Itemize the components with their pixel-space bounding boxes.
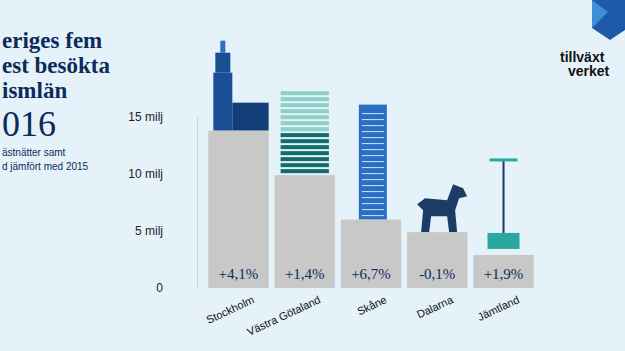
subtitle: ästnätter samt d jämfört med 2015 xyxy=(2,147,89,172)
decoration xyxy=(281,109,329,113)
bar xyxy=(341,220,401,288)
decoration xyxy=(281,121,329,125)
decoration xyxy=(281,115,329,119)
change-labels: +4,1% +1,4% +6,7% -0,1% +1,9% xyxy=(219,266,524,282)
x-tick-label: Jämtland xyxy=(476,293,522,323)
title-line: eriges fem xyxy=(2,28,102,53)
decoration xyxy=(362,215,384,216)
chart: eriges femest besöktaismlän016 ästnätter … xyxy=(0,0,625,351)
bars xyxy=(208,131,533,288)
decoration xyxy=(362,143,384,144)
decoration xyxy=(362,191,384,192)
y-tick-label: 10 milj xyxy=(128,167,163,181)
decoration xyxy=(220,41,225,53)
decoration xyxy=(362,185,384,186)
decoration xyxy=(417,184,467,232)
logo-shape xyxy=(592,0,625,40)
decoration xyxy=(362,149,384,150)
decoration xyxy=(362,119,384,120)
decoration xyxy=(362,209,384,210)
decoration xyxy=(215,53,230,73)
change-label: +1,9% xyxy=(484,266,524,282)
subtitle-line: ästnätter samt xyxy=(2,147,66,158)
logo-text-line: verket xyxy=(568,63,610,79)
decoration xyxy=(359,105,387,220)
decoration xyxy=(503,160,505,235)
y-tick-label: 0 xyxy=(156,281,163,295)
decoration xyxy=(281,139,329,143)
change-label: +4,1% xyxy=(219,266,259,282)
bar xyxy=(407,232,467,288)
decoration xyxy=(362,125,384,126)
x-tick-label: Västra Götaland xyxy=(245,293,322,337)
bar xyxy=(208,131,268,288)
decoration xyxy=(362,179,384,180)
decoration xyxy=(281,127,329,131)
x-tick: Dalarna xyxy=(415,288,456,320)
logo: tillväxtverket xyxy=(560,0,625,79)
y-tick: 5 milj xyxy=(135,224,197,238)
x-tick: Stockholm xyxy=(204,288,256,326)
x-tick-label: Dalarna xyxy=(415,293,456,321)
subtitle-line: d jämfört med 2015 xyxy=(2,161,89,172)
decoration xyxy=(362,161,384,162)
x-tick: Skåne xyxy=(355,288,388,317)
x-tick: Västra Götaland xyxy=(245,288,322,338)
decoration xyxy=(362,197,384,198)
y-axis-line xyxy=(197,118,198,289)
x-axis-line xyxy=(208,288,536,289)
decoration xyxy=(281,103,329,107)
y-tick-label: 5 milj xyxy=(135,224,163,238)
decoration xyxy=(362,113,384,114)
title-line: est besökta xyxy=(2,53,110,78)
y-tick: 10 milj xyxy=(128,167,197,181)
change-label: +6,7% xyxy=(351,266,391,282)
decoration xyxy=(362,203,384,204)
x-tick-label: Stockholm xyxy=(204,293,256,326)
change-label: -0,1% xyxy=(419,266,455,282)
y-axis: 0 5 milj 10 milj 15 milj xyxy=(128,110,197,295)
decoration xyxy=(362,155,384,156)
logo-text: tillväxtverket xyxy=(560,49,610,79)
x-tick-label: Skåne xyxy=(355,293,388,317)
decoration xyxy=(362,137,384,138)
bar xyxy=(473,255,533,288)
y-tick-label: 15 milj xyxy=(128,110,163,124)
y-tick: 0 xyxy=(156,281,197,295)
decoration xyxy=(281,133,329,137)
logo-shape xyxy=(592,0,608,28)
title: eriges femest besöktaismlän016 xyxy=(2,28,110,144)
x-tick: Jämtland xyxy=(476,288,522,323)
x-axis: StockholmVästra Götaland Skåne Dalarna Jämt… xyxy=(204,288,535,338)
decoration xyxy=(362,167,384,168)
decoration xyxy=(488,233,520,249)
decoration xyxy=(232,103,268,131)
decoration xyxy=(281,151,329,155)
decoration xyxy=(281,169,329,173)
decoration xyxy=(281,97,329,101)
decoration xyxy=(281,163,329,167)
decoration xyxy=(213,73,232,131)
decoration xyxy=(490,158,518,161)
title-line: ismlän xyxy=(2,78,67,103)
y-tick: 15 milj xyxy=(128,110,197,124)
decoration xyxy=(362,173,384,174)
decoration xyxy=(281,91,329,95)
change-label: +1,4% xyxy=(285,266,325,282)
decoration xyxy=(281,145,329,149)
decoration xyxy=(281,157,329,161)
title-line: 016 xyxy=(2,104,56,144)
bar xyxy=(275,175,335,288)
decoration xyxy=(362,131,384,132)
